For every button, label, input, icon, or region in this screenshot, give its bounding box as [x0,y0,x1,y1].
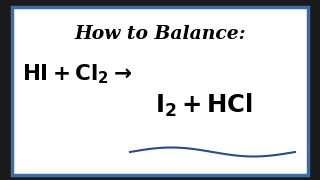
Text: $\mathbf{HI + Cl_2 \rightarrow}$: $\mathbf{HI + Cl_2 \rightarrow}$ [22,62,132,86]
FancyBboxPatch shape [12,7,308,175]
Text: How to Balance:: How to Balance: [74,25,246,43]
Text: $\mathbf{I_2 + HCl}$: $\mathbf{I_2 + HCl}$ [155,92,253,119]
